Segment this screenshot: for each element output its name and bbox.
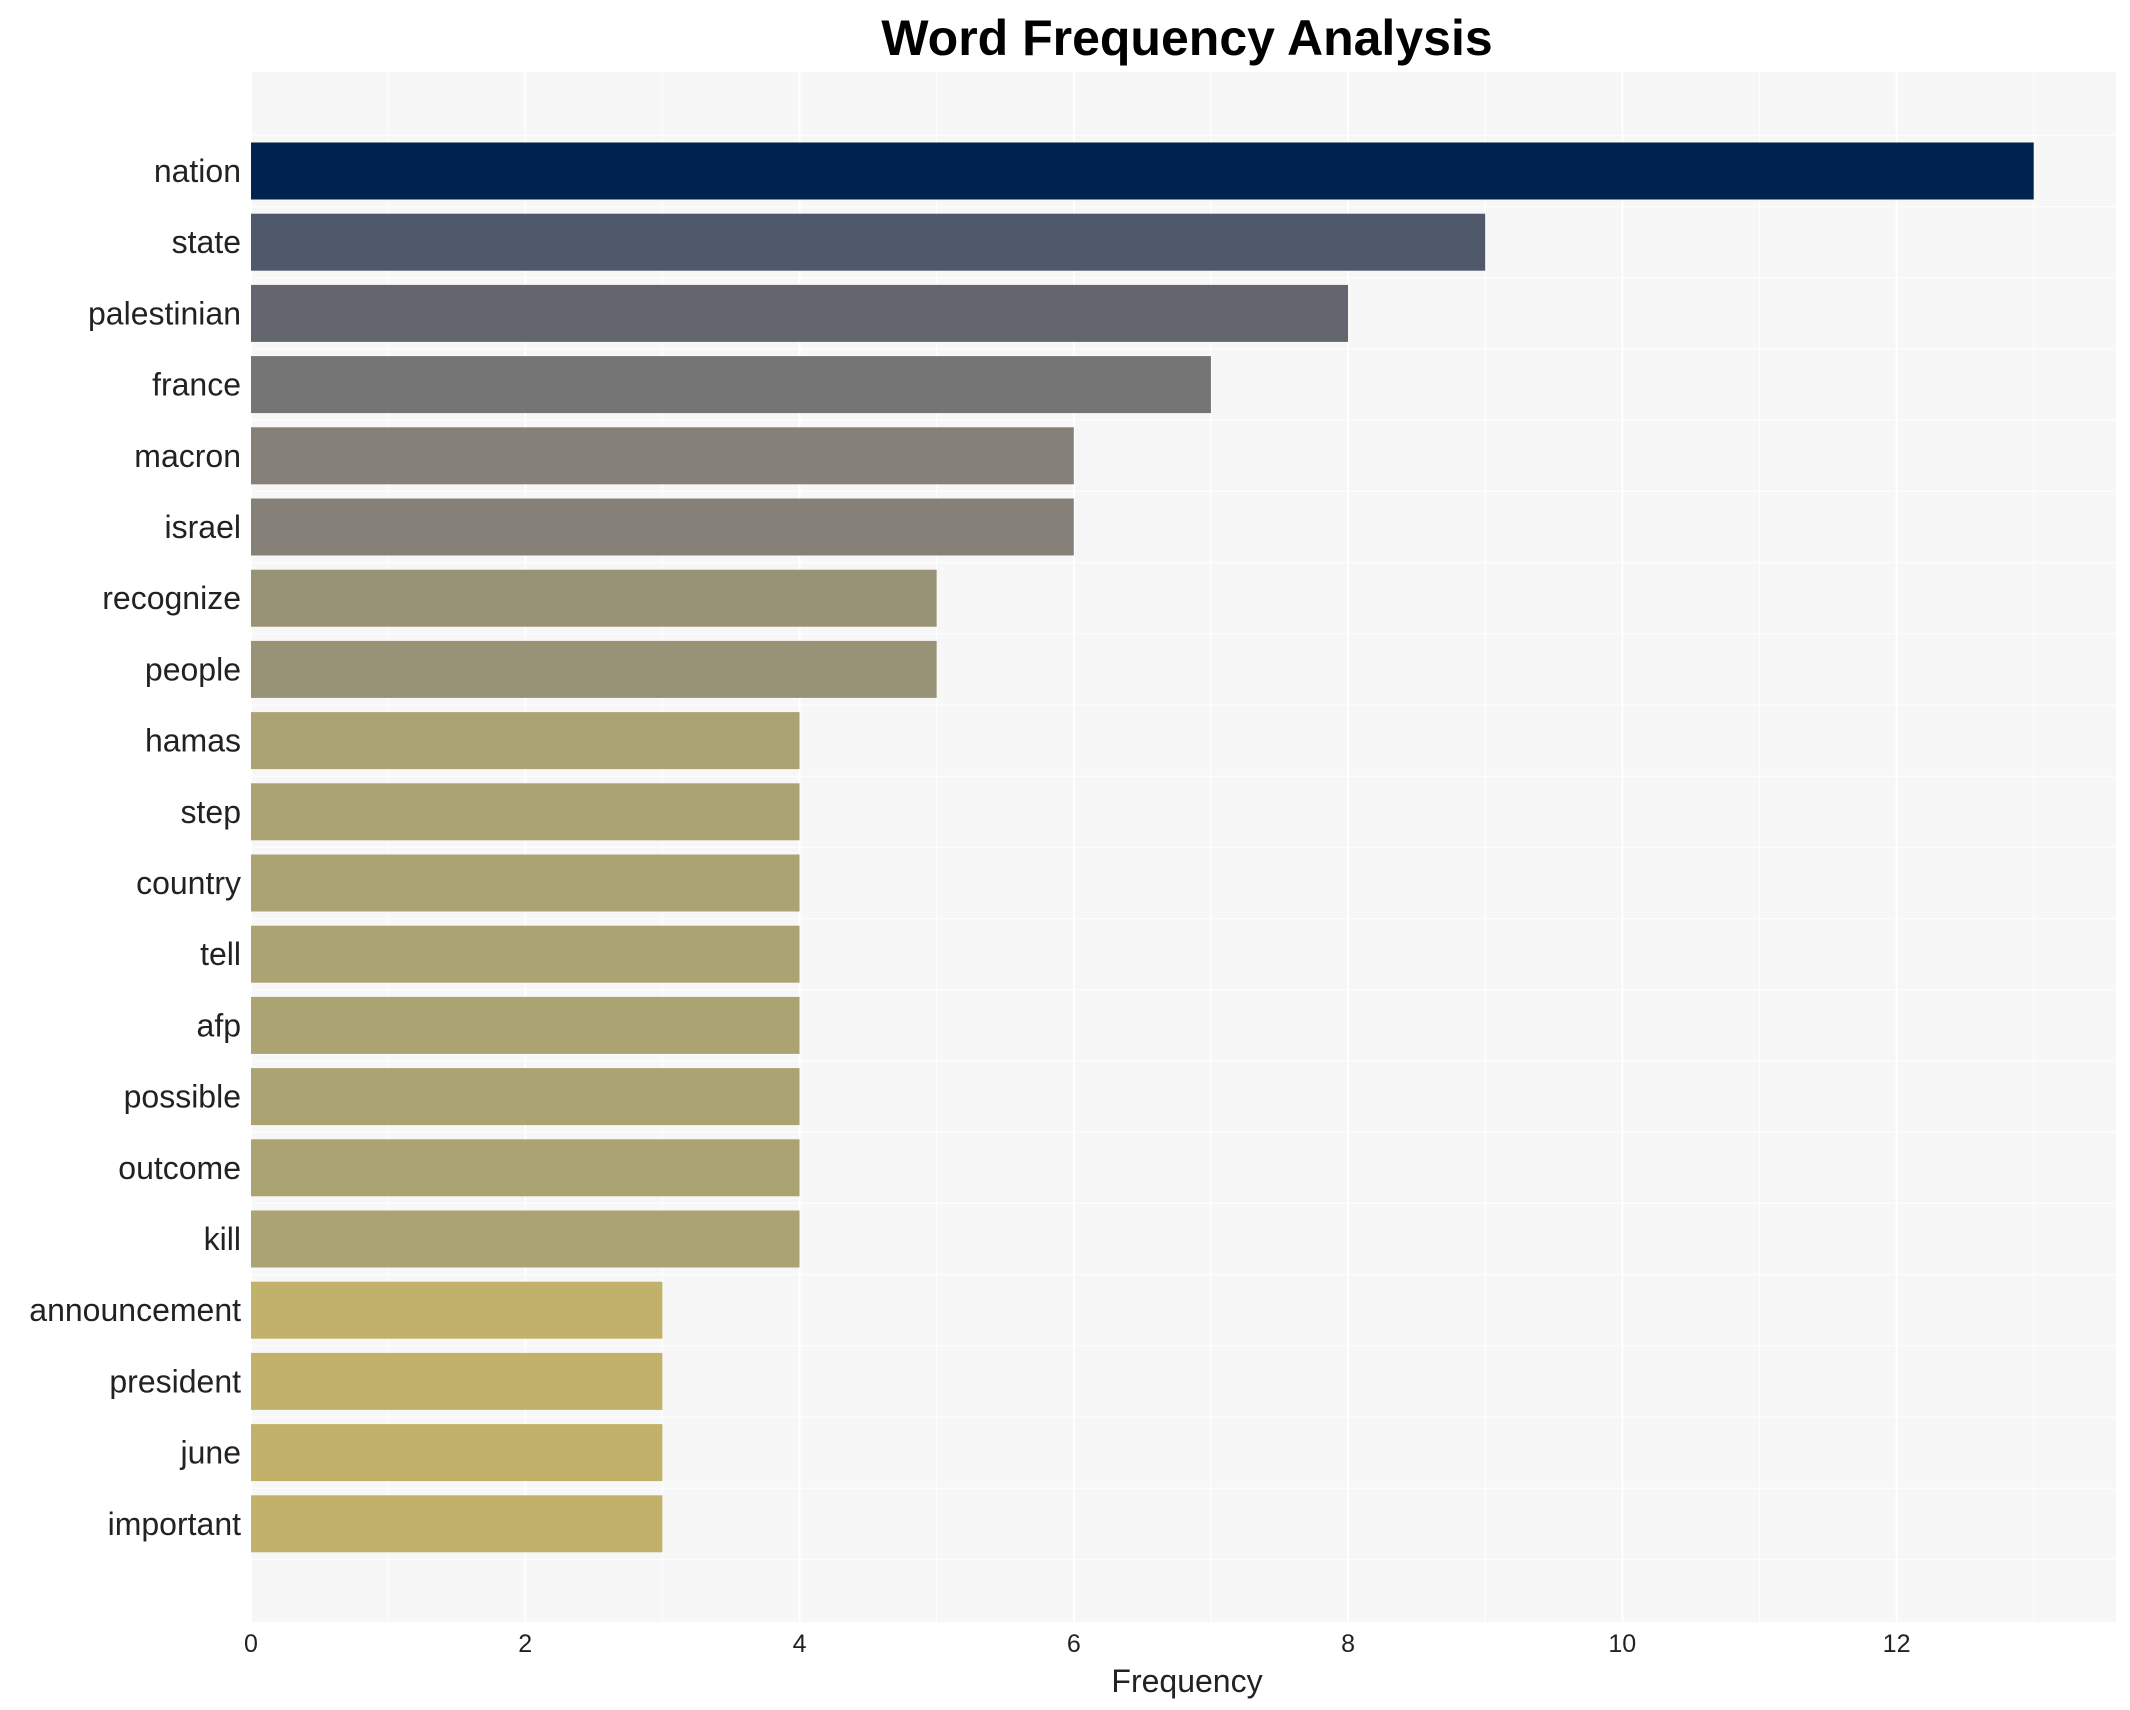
bar-announcement (251, 1281, 663, 1339)
x-tick-label: 10 (1608, 1630, 1636, 1658)
bar-recognize (251, 569, 937, 627)
x-tick-label: 8 (1341, 1630, 1355, 1658)
category-label-recognize: recognize (102, 580, 241, 616)
bar-president (251, 1352, 663, 1410)
category-label-important: important (108, 1506, 242, 1542)
category-labels: nation state palestinian france macron israel… (29, 153, 241, 1542)
category-label-hamas: hamas (145, 723, 241, 759)
bar-step (251, 783, 800, 841)
category-label-people: people (145, 651, 241, 687)
bar-macron (251, 427, 1074, 485)
bar-june (251, 1424, 663, 1482)
category-label-step: step (181, 794, 241, 830)
x-tick-label: 4 (793, 1630, 807, 1658)
bar-country (251, 854, 800, 912)
x-tick-label: 0 (244, 1630, 258, 1658)
bar-palestinian (251, 284, 1349, 342)
category-label-france: france (152, 367, 241, 403)
x-axis-label: Frequency (1111, 1663, 1262, 1699)
bar-israel (251, 498, 1074, 556)
category-label-palestinian: palestinian (88, 295, 241, 331)
category-label-state: state (172, 224, 241, 260)
x-tick-label: 6 (1067, 1630, 1081, 1658)
category-label-announcement: announcement (29, 1292, 241, 1328)
x-tick-label: 12 (1883, 1630, 1911, 1658)
category-label-country: country (136, 865, 241, 901)
bar-outcome (251, 1139, 800, 1197)
bar-france (251, 356, 1211, 414)
bar-afp (251, 996, 800, 1054)
category-label-possible: possible (124, 1079, 241, 1115)
bars (251, 142, 2034, 1553)
bar-possible (251, 1068, 800, 1126)
category-label-israel: israel (165, 509, 241, 545)
bar-hamas (251, 712, 800, 770)
x-tick-labels: 0 2 4 6 8 10 12 (244, 1630, 1910, 1658)
category-label-afp: afp (197, 1007, 241, 1043)
category-label-june: june (180, 1435, 242, 1471)
category-label-president: president (109, 1363, 241, 1399)
bar-nation (251, 142, 2034, 200)
bar-tell (251, 925, 800, 983)
category-label-tell: tell (200, 936, 241, 972)
bar-people (251, 640, 937, 698)
category-label-macron: macron (134, 438, 241, 474)
category-label-outcome: outcome (118, 1150, 241, 1186)
bar-important (251, 1495, 663, 1553)
bar-kill (251, 1210, 800, 1268)
chart-title: Word Frequency Analysis (881, 10, 1492, 66)
bar-state (251, 213, 1486, 271)
category-label-kill: kill (204, 1221, 241, 1257)
category-label-nation: nation (154, 153, 241, 189)
x-tick-label: 2 (518, 1630, 532, 1658)
